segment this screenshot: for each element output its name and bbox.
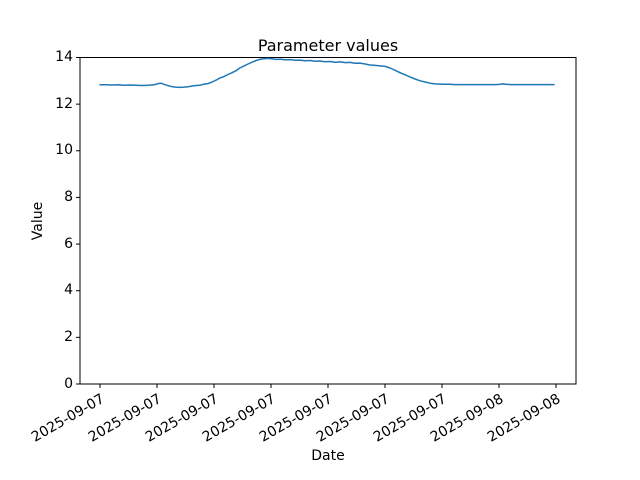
plot-area [79, 57, 577, 385]
y-tick-label: 10 [55, 142, 73, 159]
x-axis-label: Date [311, 448, 345, 464]
chart-title: Parameter values [257, 36, 399, 55]
y-tick-label: 4 [64, 282, 73, 299]
y-tick-label: 2 [64, 328, 73, 345]
axis-tick-marks [76, 57, 557, 388]
y-axis-label: Value [30, 201, 46, 241]
y-tick-label: 0 [64, 375, 73, 392]
y-tick-label: 6 [64, 235, 73, 252]
y-tick-label: 12 [55, 95, 73, 112]
data-line-parameter-values [99, 57, 555, 89]
y-tick-label: 14 [55, 49, 73, 65]
data-series [99, 57, 555, 89]
y-tick-label: 8 [64, 188, 73, 205]
